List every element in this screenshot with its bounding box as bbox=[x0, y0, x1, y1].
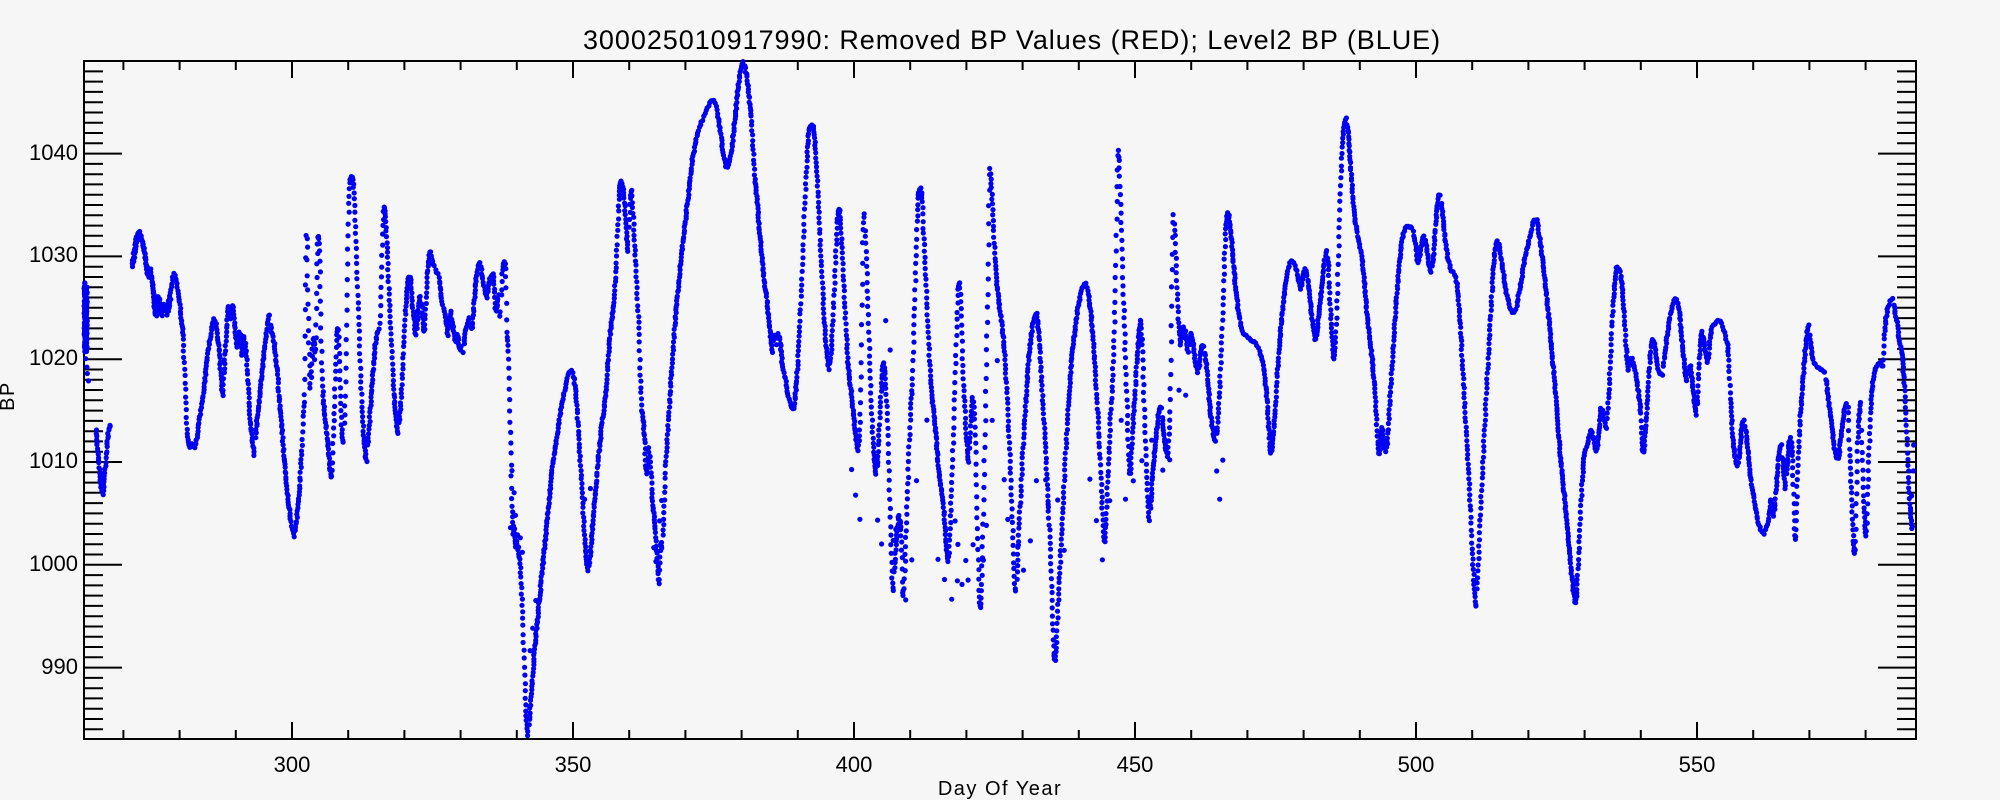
svg-text:1020: 1020 bbox=[29, 345, 78, 370]
svg-text:300: 300 bbox=[274, 752, 311, 777]
svg-text:450: 450 bbox=[1117, 752, 1154, 777]
svg-text:400: 400 bbox=[836, 752, 873, 777]
svg-text:1030: 1030 bbox=[29, 242, 78, 267]
svg-text:550: 550 bbox=[1679, 752, 1716, 777]
svg-text:990: 990 bbox=[41, 654, 78, 679]
svg-text:500: 500 bbox=[1398, 752, 1435, 777]
svg-text:300025010917990: Removed BP Va: 300025010917990: Removed BP Values (RED)… bbox=[583, 25, 1441, 55]
svg-text:1040: 1040 bbox=[29, 140, 78, 165]
svg-text:350: 350 bbox=[555, 752, 592, 777]
svg-text:1000: 1000 bbox=[29, 551, 78, 576]
svg-text:BP: BP bbox=[0, 381, 19, 411]
svg-text:1010: 1010 bbox=[29, 448, 78, 473]
svg-text:Day Of Year: Day Of Year bbox=[938, 778, 1062, 800]
